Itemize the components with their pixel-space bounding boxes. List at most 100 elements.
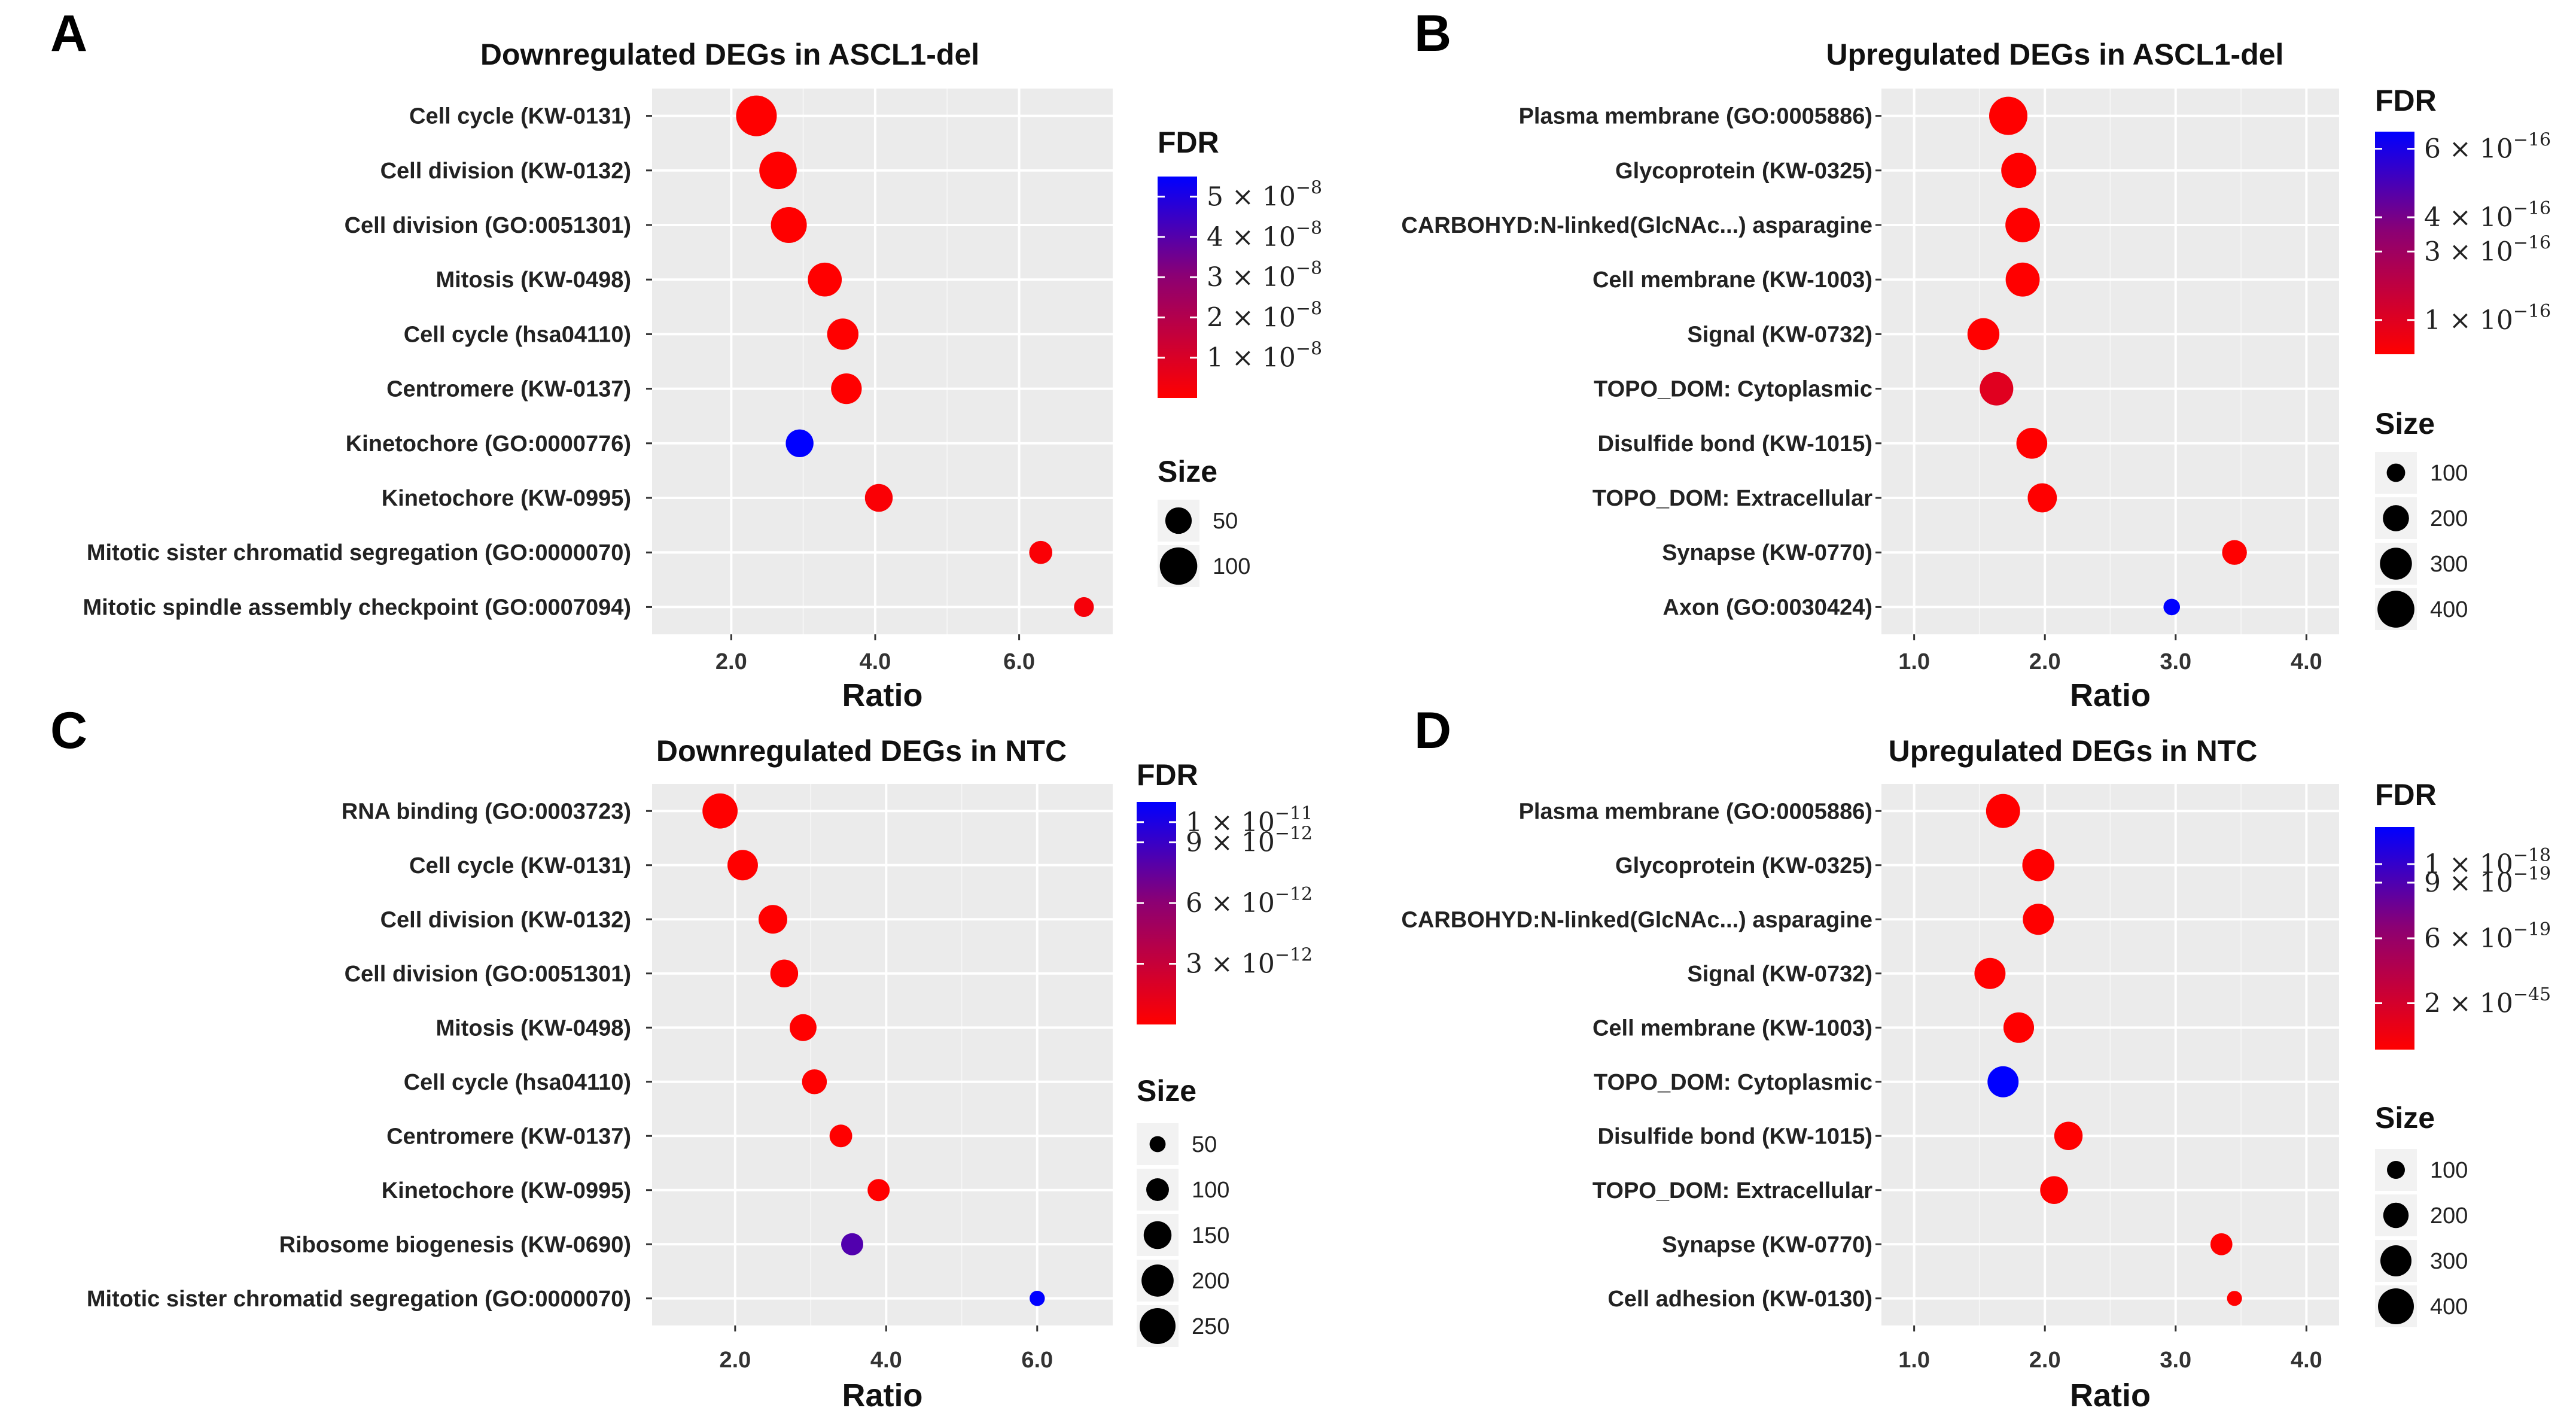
size-key-dot <box>1165 507 1192 534</box>
data-point <box>2005 208 2040 242</box>
data-point <box>790 1014 817 1041</box>
tick-exponent: −8 <box>1296 298 1322 319</box>
fdr-colorbar <box>1137 802 1176 1024</box>
size-key-label: 150 <box>1192 1223 1229 1248</box>
data-point <box>802 1069 827 1094</box>
tick-exponent: −12 <box>1275 884 1313 905</box>
plot-area <box>652 784 1113 1325</box>
colorbar-tick-label: 2 × 10−45 <box>2424 984 2551 1019</box>
size-key-label: 50 <box>1192 1132 1217 1157</box>
colorbar-tick-label: 9 × 10−12 <box>1186 823 1313 858</box>
x-axis-label: Ratio <box>2070 1378 2151 1413</box>
y-tick-label: Mitotic spindle assembly checkpoint (GO:… <box>83 595 631 620</box>
colorbar-tick-label: 6 × 10−12 <box>1186 884 1313 919</box>
data-point <box>702 793 738 829</box>
tick-exponent: −11 <box>1275 803 1313 824</box>
fdr-legend-title: FDR <box>1158 126 1219 159</box>
size-key-dot <box>1146 1178 1169 1201</box>
tick-mantissa: 1 × 10 <box>2424 849 2513 880</box>
y-tick-label: TOPO_DOM: Extracellular <box>1593 486 1872 511</box>
colorbar-tick-label: 6 × 10−19 <box>2424 919 2551 954</box>
y-tick-label: Glycoprotein (KW-0325) <box>1615 159 1872 184</box>
colorbar-tick-label: 6 × 10−16 <box>2424 130 2551 165</box>
y-tick-label: Centromere (KW-0137) <box>386 1124 631 1149</box>
tick-exponent: −12 <box>1275 823 1313 844</box>
size-key-dot <box>1143 1221 1172 1249</box>
y-tick-label: Cell cycle (hsa04110) <box>404 1070 631 1095</box>
size-key-label: 300 <box>2430 1249 2468 1274</box>
y-tick-label: Signal (KW-0732) <box>1687 322 1872 347</box>
data-point <box>2040 1176 2068 1204</box>
y-tick-label: Centromere (KW-0137) <box>386 377 631 402</box>
size-key-dot <box>1149 1136 1166 1153</box>
chart-title: Upregulated DEGs in ASCL1-del <box>1826 38 2284 71</box>
size-key-dot <box>2380 548 2412 580</box>
y-tick-label: Plasma membrane (GO:0005886) <box>1519 799 1872 824</box>
size-key-label: 200 <box>2430 506 2468 531</box>
data-point <box>827 318 859 350</box>
y-tick-label: Cell membrane (KW-1003) <box>1593 1015 1872 1041</box>
tick-mantissa: 2 × 10 <box>2424 989 2513 1019</box>
data-point <box>1967 318 2000 351</box>
data-point <box>2222 540 2247 565</box>
data-point <box>759 151 797 190</box>
x-tick-label: 3.0 <box>2160 1348 2191 1373</box>
fdr-colorbar <box>2375 132 2414 354</box>
y-tick-label: Cell cycle (KW-0131) <box>409 104 631 129</box>
y-tick-label: TOPO_DOM: Extracellular <box>1593 1178 1872 1203</box>
y-tick-label: Glycoprotein (KW-0325) <box>1615 853 1872 878</box>
panel-d: D Upregulated DEGs in NTC 1.0 2.0 3.0 4.0 Plas… <box>1401 702 2551 1413</box>
size-key-label: 200 <box>2430 1203 2468 1229</box>
y-tick-label: Mitotic sister chromatid segregation (GO… <box>87 1287 631 1312</box>
x-tick-label: 1.0 <box>1898 649 1930 674</box>
size-legend-title: Size <box>1137 1074 1196 1108</box>
size-key-dot <box>2387 1161 2405 1179</box>
tick-mantissa: 4 × 10 <box>1207 222 1296 253</box>
data-point <box>2003 1012 2035 1043</box>
y-tick-label: Axon (GO:0030424) <box>1662 595 1872 620</box>
colorbar-tick-label: 3 × 10−12 <box>1186 945 1313 980</box>
data-point <box>2054 1121 2083 1150</box>
panel-c: C Downregulated DEGs in NTC 2.0 4.0 6.0 RNA b… <box>50 702 1313 1413</box>
tick-mantissa: 6 × 10 <box>1186 888 1275 919</box>
tick-mantissa: 3 × 10 <box>2424 236 2513 267</box>
colorbar-tick-label: 1 × 10−11 <box>1186 803 1313 838</box>
data-point <box>867 1179 890 1202</box>
data-point <box>1989 96 2028 135</box>
tick-mantissa: 6 × 10 <box>2424 923 2513 954</box>
tick-exponent: −8 <box>1296 258 1322 279</box>
colorbar-tick-label: 4 × 10−8 <box>1207 218 1322 253</box>
tick-exponent: −8 <box>1296 339 1322 360</box>
data-point <box>2227 1291 2242 1306</box>
colorbar-tick-label: 1 × 10−8 <box>1207 339 1322 373</box>
size-key-dot <box>2383 505 2409 531</box>
data-point <box>727 850 758 881</box>
tick-mantissa: 9 × 10 <box>1186 828 1275 858</box>
data-point <box>2027 483 2057 513</box>
data-point <box>770 959 799 987</box>
data-point <box>841 1233 864 1255</box>
data-point <box>1980 372 2014 406</box>
panel-letter: A <box>50 5 87 62</box>
tick-mantissa: 3 × 10 <box>1207 262 1296 293</box>
colorbar-tick-label: 9 × 10−19 <box>2424 863 2551 898</box>
chart-title: Downregulated DEGs in ASCL1-del <box>480 38 979 71</box>
size-key-label: 400 <box>2430 597 2468 622</box>
y-tick-label: Disulfide bond (KW-1015) <box>1598 431 1872 457</box>
tick-exponent: −12 <box>1275 945 1313 966</box>
tick-exponent: −16 <box>2513 301 2551 322</box>
size-key-label: 400 <box>2430 1294 2468 1319</box>
data-point <box>864 484 893 512</box>
size-key-dot <box>2380 1245 2411 1276</box>
data-point <box>808 262 842 297</box>
data-point <box>2210 1233 2233 1255</box>
x-tick-label: 1.0 <box>1898 1348 1930 1373</box>
size-key-dot <box>2386 463 2406 482</box>
size-key-label: 50 <box>1213 509 1238 534</box>
fdr-legend-title: FDR <box>2375 778 2437 811</box>
x-tick-label: 4.0 <box>860 649 891 674</box>
size-key-dot <box>1141 1264 1174 1297</box>
chart-title: Upregulated DEGs in NTC <box>1889 734 2258 768</box>
panel-letter: C <box>50 702 87 759</box>
y-tick-label: Cell cycle (KW-0131) <box>409 853 631 878</box>
